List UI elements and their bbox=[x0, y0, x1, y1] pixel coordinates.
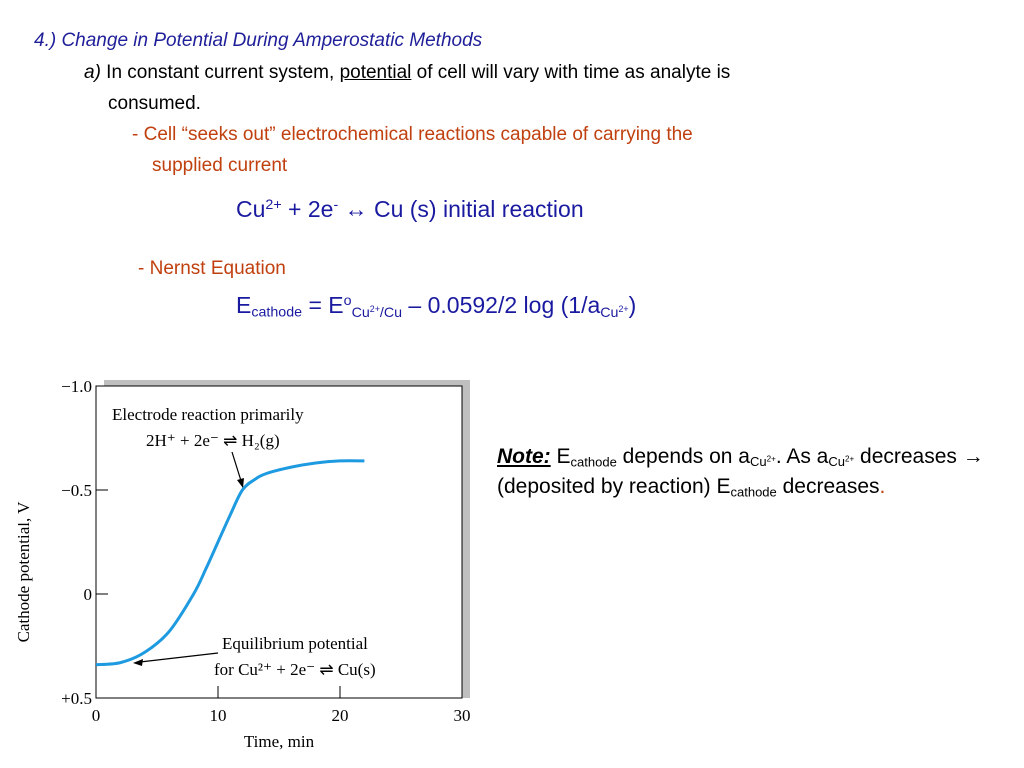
annotation-electrode-arrow bbox=[231, 451, 243, 485]
bullet1-line2: supplied current bbox=[152, 155, 288, 176]
note-label: Note: bbox=[497, 445, 551, 468]
chart-svg: 0 10 20 30−1.0−0.50+0.5 Cathode potential, … bbox=[14, 377, 471, 751]
slide-heading: 4.) Change in Potential During Amperosta… bbox=[34, 30, 483, 51]
point-a-line2: consumed. bbox=[108, 93, 201, 114]
plot-area bbox=[95, 385, 463, 699]
eq1-rest: ↔ Cu (s) initial reaction bbox=[338, 196, 584, 222]
annotation-equilibrium-arrowhead bbox=[133, 659, 143, 666]
eq2-close: ) bbox=[628, 292, 637, 318]
point-a-text1: In constant current system, bbox=[100, 62, 340, 83]
eq2-mid: – 0.0592/2 log (1/a bbox=[402, 292, 601, 318]
bullet2-text: Nernst Equation bbox=[144, 258, 286, 279]
eq2-a-sub: Cu2+ bbox=[600, 303, 629, 321]
note-period: . bbox=[879, 475, 886, 498]
y-tick-label: −1.0 bbox=[61, 377, 92, 396]
y-tick-label: +0.5 bbox=[61, 689, 92, 708]
reaction-equation: Cu2+ + 2e- ↔ Cu (s) initial reaction bbox=[236, 196, 584, 223]
y-tick-label: −0.5 bbox=[61, 481, 92, 500]
eq2-cu-sub: Cu2+/Cu bbox=[351, 303, 403, 321]
potential-curve bbox=[95, 459, 365, 667]
annotation-electrode-line2: 2H⁺ + 2e⁻ ⇌ H₂(g) bbox=[146, 431, 280, 450]
nernst-equation: Ecathode = EoCu2+/Cu – 0.0592/2 log (1/a… bbox=[236, 292, 637, 321]
annotation-electrode-arrowhead bbox=[237, 478, 244, 488]
annotation-electrode-line1: Electrode reaction primarily bbox=[112, 405, 304, 424]
note-text: Note: Ecathode depends on aCu2+. As aCu2… bbox=[497, 445, 984, 500]
annotation-equilibrium-arrow bbox=[139, 652, 219, 663]
x-tick-label: 30 bbox=[454, 706, 471, 725]
point-a-underlined: potential bbox=[339, 62, 412, 83]
eq2-e-sub: cathode bbox=[251, 304, 303, 321]
axis-ticks: 0 10 20 30−1.0−0.50+0.5 bbox=[61, 377, 470, 725]
eq1-cu-charge: 2+ bbox=[265, 197, 282, 214]
point-a-line1: a) In constant current system, potential… bbox=[84, 62, 730, 84]
bullet2: - Nernst Equation bbox=[138, 258, 286, 280]
eq2-o: o bbox=[343, 293, 352, 310]
point-a-text2: of cell will vary with time as analyte i… bbox=[411, 62, 731, 83]
annotation-equilibrium-line1: Equilibrium potential bbox=[222, 634, 368, 653]
y-tick-label: 0 bbox=[84, 585, 93, 604]
y-axis-label: Cathode potential, V bbox=[18, 501, 33, 643]
x-tick-label: 10 bbox=[210, 706, 227, 725]
eq1-cu: Cu bbox=[236, 196, 266, 222]
bullet1-line1: - Cell “seeks out” electrochemical react… bbox=[132, 124, 693, 145]
bullet2-dash: - bbox=[138, 258, 145, 279]
eq1-mid: + 2e bbox=[281, 196, 334, 222]
x-tick-label: 0 bbox=[92, 706, 101, 725]
eq2-e: E bbox=[236, 292, 252, 318]
x-tick-label: 20 bbox=[332, 706, 349, 725]
point-a-label: a) bbox=[84, 62, 101, 83]
x-axis-label: Time, min bbox=[244, 732, 315, 751]
annotation-equilibrium-line2: for Cu²⁺ + 2e⁻ ⇌ Cu(s) bbox=[214, 660, 376, 679]
eq1-e-charge: - bbox=[333, 197, 339, 214]
cathode-potential-chart: 0 10 20 30 −1.0 −0.5 0 +0.5 Cathode potential, … bbox=[14, 372, 488, 762]
eq2-eq: = E bbox=[302, 292, 344, 318]
